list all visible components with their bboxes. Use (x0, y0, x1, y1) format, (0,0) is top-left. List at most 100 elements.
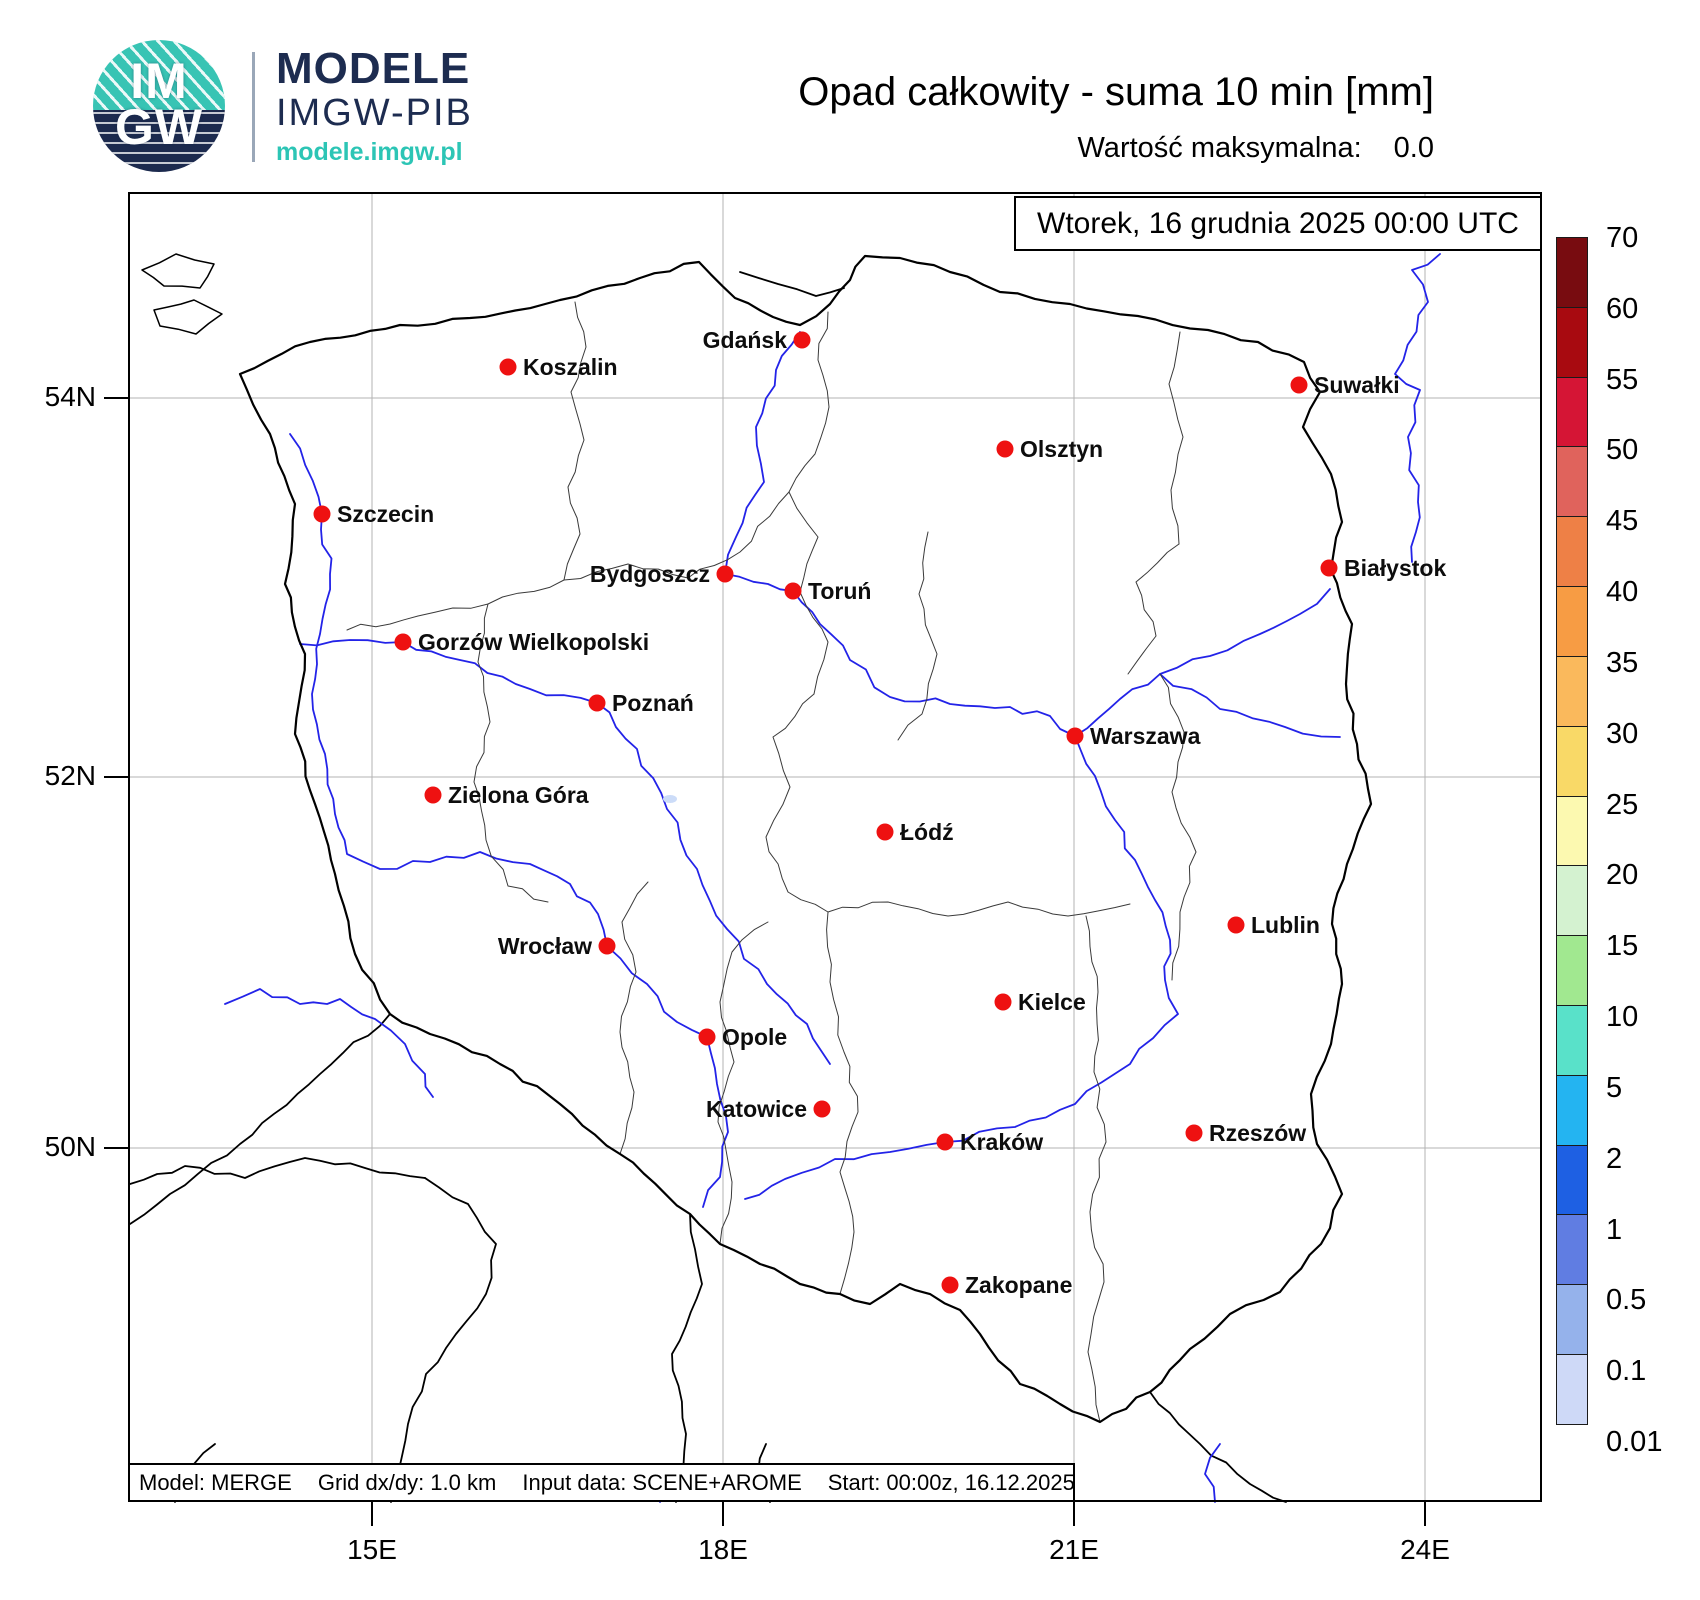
colorbar-label: 5 (1606, 1071, 1623, 1104)
voivodeship-border (826, 911, 859, 1295)
voivodeship-border (827, 901, 1131, 917)
voivodeship-border (619, 881, 649, 1155)
city-dot (1185, 1124, 1203, 1142)
city-dot (424, 786, 442, 804)
colorbar-label: 40 (1606, 576, 1639, 609)
neighbor-border (129, 1157, 426, 1185)
colorbar-label: 30 (1606, 717, 1639, 750)
colorbar-segment (1556, 1354, 1588, 1425)
city-dot (793, 331, 811, 349)
city-label: Katowice (706, 1096, 807, 1122)
city-dot (1290, 376, 1308, 394)
city-label: Lublin (1251, 912, 1320, 938)
voivodeship-border (1127, 543, 1180, 675)
city-label: Koszalin (523, 354, 618, 380)
colorbar-label: 45 (1606, 505, 1639, 538)
city-markers: Gdańsk Koszalin Suwałki Olsztyn Szczecin Bydg… (313, 327, 1446, 1298)
voivodeship-border (1168, 331, 1184, 545)
colorbar-segment (1556, 795, 1588, 867)
page-title: Opad całkowity - suma 10 min [mm] (798, 70, 1434, 114)
voivodeship-border (1085, 915, 1107, 1423)
imgw-logo-teal-half (93, 40, 225, 110)
brand-name: MODELE (276, 44, 471, 93)
voivodeship-border (765, 693, 829, 913)
voivodeship-border (1159, 673, 1197, 981)
river (299, 639, 831, 1065)
city-label: Toruń (808, 578, 871, 604)
graticule-gridlines (130, 194, 1540, 1500)
city-label: Kielce (1018, 989, 1086, 1015)
baltic-island (141, 253, 215, 289)
voivodeship-border (788, 311, 830, 493)
precipitation-colorbar (1556, 237, 1588, 1442)
small-lake (663, 795, 677, 803)
city-dot (784, 582, 802, 600)
city-dot (1320, 559, 1338, 577)
river (1394, 253, 1441, 563)
colorbar-label: 2 (1606, 1142, 1623, 1175)
city-label: Warszawa (1090, 723, 1201, 749)
valid-time-box: Wtorek, 16 grudnia 2025 00:00 UTC (1014, 196, 1542, 251)
city-label: Bydgoszcz (590, 561, 710, 587)
river (1159, 673, 1341, 738)
city-label: Gdańsk (703, 327, 788, 353)
imgw-logo: IM GW (93, 40, 225, 172)
voivodeship-border (346, 579, 565, 631)
city-label: Szczecin (337, 501, 434, 527)
model-start: Start: 00:00z, 16.12.2025 (827, 1469, 1075, 1495)
city-dot (598, 937, 616, 955)
city-dot (698, 1028, 716, 1046)
voivodeship-borders (346, 301, 1197, 1423)
colorbar-segment (1556, 1074, 1588, 1146)
voivodeship-border (563, 491, 790, 581)
colorbar-label: 50 (1606, 434, 1639, 467)
colorbar-segment (1556, 1214, 1588, 1286)
colorbar-segment (1556, 865, 1588, 937)
city-label: Łódź (900, 819, 954, 845)
colorbar-segment (1556, 237, 1588, 308)
imgw-logo-navy-half (93, 109, 225, 172)
city-label: Białystok (1344, 555, 1446, 581)
city-dot (588, 694, 606, 712)
voivodeship-border (897, 531, 938, 741)
rivers (224, 253, 1441, 1503)
colorbar-segment (1556, 655, 1588, 727)
voivodeship-border (717, 921, 769, 1245)
colorbar-segment (1556, 1284, 1588, 1355)
colorbar-label: 0.5 (1606, 1284, 1647, 1317)
colorbar-segment (1556, 516, 1588, 588)
colorbar-label: 60 (1606, 292, 1639, 325)
colorbar-segment (1556, 935, 1588, 1006)
colorbar-segment (1556, 376, 1588, 448)
x-axis-label: 24E (1400, 1534, 1450, 1565)
colorbar-label: 10 (1606, 1001, 1639, 1034)
neighbor-border (129, 1013, 391, 1225)
model-grid: Grid dx/dy: 1.0 km (317, 1469, 497, 1495)
city-dot (716, 565, 734, 583)
colorbar-label: 0.1 (1606, 1355, 1647, 1388)
river (724, 331, 1179, 1200)
y-axis-label: 54N (44, 381, 96, 412)
x-axis-label: 15E (347, 1534, 397, 1565)
river (1204, 1443, 1221, 1503)
x-axis-label: 18E (698, 1534, 748, 1565)
river (1074, 588, 1331, 737)
city-dot (499, 358, 517, 376)
voivodeship-border (473, 603, 549, 903)
country-border (141, 253, 1373, 1424)
voivodeship-border (563, 301, 587, 581)
city-dot (936, 1133, 954, 1151)
y-axis-label: 52N (44, 760, 96, 791)
logo-divider (252, 52, 255, 162)
x-axis-label: 21E (1049, 1534, 1099, 1565)
colorbar-label: 20 (1606, 859, 1639, 892)
brand-subname: IMGW-PIB (276, 92, 473, 134)
river (224, 988, 434, 1098)
city-label: Gorzów Wielkopolski (418, 629, 649, 655)
max-value-line: Wartość maksymalna: 0.0 (1078, 132, 1434, 165)
imgw-logo-text-gw: GW (114, 99, 204, 155)
city-dot (876, 823, 894, 841)
city-label: Zielona Góra (448, 782, 589, 808)
imgw-logo-text-im: IM (130, 53, 188, 109)
